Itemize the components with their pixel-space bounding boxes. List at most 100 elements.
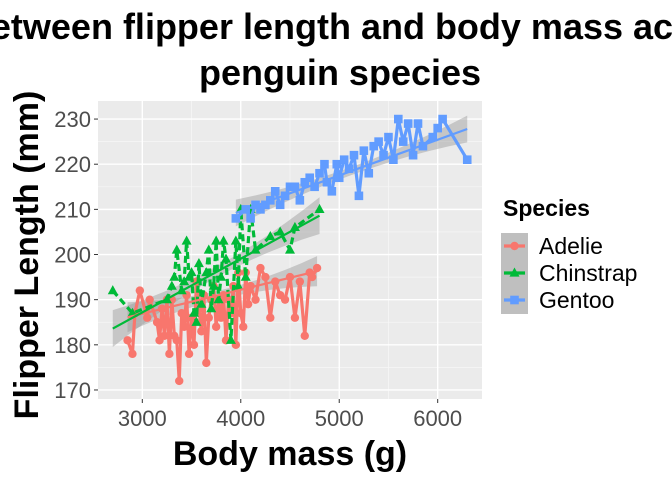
gentoo-point <box>428 132 438 142</box>
gentoo-point <box>389 155 398 164</box>
chinstrap-point <box>196 298 207 308</box>
gentoo-point <box>285 182 295 192</box>
adelie-point <box>189 340 199 350</box>
gentoo-point <box>359 146 369 155</box>
adelie-point <box>256 263 265 273</box>
adelie-point <box>307 272 317 282</box>
legend-item-adelie: Adelie <box>501 233 603 260</box>
y-tick-label: 220 <box>54 152 91 177</box>
gentoo-point <box>261 200 270 210</box>
legend-item-gentoo: Gentoo <box>501 287 614 314</box>
gentoo-point <box>339 155 349 164</box>
chinstrap-point <box>240 271 251 281</box>
adelie-point <box>177 309 186 318</box>
legend-item-chinstrap: Chinstrap <box>501 260 637 287</box>
gentoo-point <box>364 168 374 178</box>
adelie-point <box>290 313 300 322</box>
chinstrap-point <box>265 230 276 241</box>
regression-lines <box>112 127 468 330</box>
gentoo-point <box>332 159 342 169</box>
adelie-trend-line <box>127 270 318 319</box>
adelie-point <box>165 349 174 359</box>
gentoo-trend-line <box>235 127 468 215</box>
chinstrap-point <box>201 267 212 277</box>
gentoo-series <box>231 114 472 223</box>
y-tick-label: 170 <box>54 378 91 403</box>
adelie-point <box>266 313 275 322</box>
gentoo-point <box>315 168 324 178</box>
chinstrap-point <box>216 271 227 281</box>
chinstrap-point <box>211 235 222 245</box>
adelie-point <box>202 358 211 368</box>
gentoo-point <box>413 119 423 128</box>
chinstrap-point <box>206 303 217 313</box>
adelie-point <box>179 322 189 331</box>
chinstrap-point <box>233 280 244 290</box>
legend-title: Species <box>503 195 590 221</box>
chinstrap-point <box>208 280 219 290</box>
legend-key-square <box>510 295 519 305</box>
gentoo-point <box>327 187 337 196</box>
x-tick-label: 4000 <box>216 406 265 431</box>
x-tick-label: 6000 <box>413 406 462 431</box>
adelie-point <box>135 286 145 295</box>
chinstrap-point <box>230 235 241 245</box>
chinstrap-point <box>169 271 180 281</box>
chinstrap-point <box>203 244 214 254</box>
adelie-point <box>243 299 253 309</box>
chinstrap-point <box>193 258 204 268</box>
adelie-point <box>261 272 270 282</box>
chinstrap-point <box>186 267 197 277</box>
x-tick-label: 5000 <box>315 406 364 431</box>
gentoo-point <box>394 114 403 124</box>
adelie-point <box>251 295 260 304</box>
adelie-point <box>152 318 162 327</box>
adelie-point <box>224 295 233 304</box>
y-tick-label: 190 <box>54 288 91 313</box>
adelie-point <box>211 322 221 331</box>
legend-label-gentoo: Gentoo <box>539 287 614 313</box>
chinstrap-point <box>181 235 192 245</box>
gentoo-point <box>334 173 344 183</box>
adelie-point <box>280 295 290 304</box>
gentoo-point <box>369 141 378 151</box>
y-axis-title: Flipper Length (mm) <box>8 91 46 420</box>
chinstrap-trend-line <box>112 214 321 330</box>
gentoo-point <box>300 177 310 187</box>
gentoo-point <box>322 177 332 187</box>
gentoo-point <box>275 200 285 210</box>
legend-label-chinstrap: Chinstrap <box>539 260 637 286</box>
gentoo-point <box>354 191 364 201</box>
gentoo-point <box>403 119 413 128</box>
adelie-point <box>175 376 184 386</box>
gentoo-point <box>438 114 447 124</box>
adelie-point <box>123 336 132 345</box>
chart-title: Relationship between flipper length and … <box>0 6 672 93</box>
gentoo-point <box>379 150 388 160</box>
chart-title-line-2: penguin species <box>199 52 481 93</box>
y-tick-label: 180 <box>54 333 91 358</box>
chinstrap-point <box>166 280 177 290</box>
gentoo-point <box>231 214 241 223</box>
gentoo-point <box>462 155 472 164</box>
gentoo-point <box>398 137 408 146</box>
adelie-point <box>239 322 248 331</box>
gentoo-point <box>344 164 354 174</box>
chinstrap-point <box>171 244 182 254</box>
adelie-point <box>300 331 309 340</box>
chinstrap-point <box>275 226 286 236</box>
adelie-point <box>216 313 226 322</box>
data-series <box>107 114 472 386</box>
chinstrap-point <box>218 235 229 245</box>
adelie-point <box>160 331 169 340</box>
adelie-point <box>145 295 154 304</box>
adelie-point <box>295 277 305 286</box>
legend-key-triangle <box>509 267 520 277</box>
gentoo-point <box>295 196 305 205</box>
chart-title-line-1: Relationship between flipper length and … <box>0 6 672 47</box>
gentoo-point <box>408 150 418 160</box>
adelie-point <box>197 327 206 336</box>
adelie-point <box>143 313 152 322</box>
gentoo-point <box>310 182 319 192</box>
